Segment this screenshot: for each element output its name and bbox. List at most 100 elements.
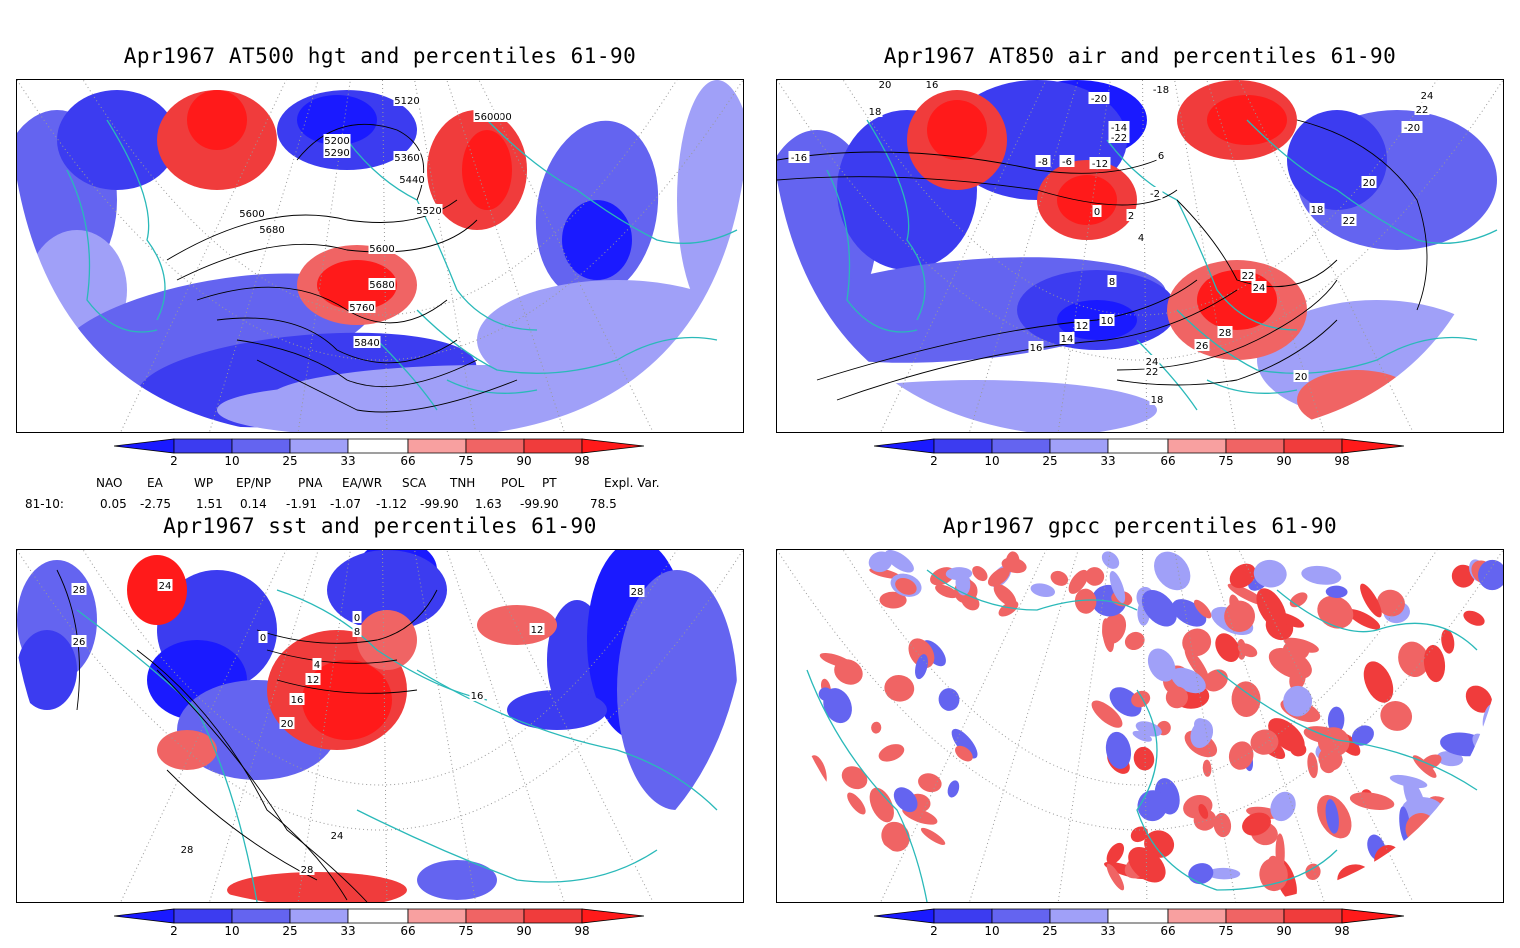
anomaly-blob [1451, 564, 1475, 588]
anomaly-blob [477, 605, 557, 645]
contour-label-bg [1293, 370, 1309, 382]
map-svg-gpcc [777, 550, 1503, 902]
graticule-line [1141, 80, 1148, 432]
contour-label: 5680 [259, 225, 284, 236]
colorbar-segment [231, 438, 291, 454]
anomaly-blob [1154, 551, 1191, 591]
colorbar-segment [1341, 908, 1404, 924]
anomaly-blob [1133, 746, 1155, 771]
index-value: 0.14 [240, 497, 267, 511]
map-bottom-right [776, 549, 1504, 903]
colorbar-tick-label: 98 [1334, 924, 1350, 938]
coastline [1216, 669, 1478, 791]
anomaly-blob [1005, 551, 1020, 572]
contour-label-bg [329, 829, 345, 841]
contour-label-bg [1136, 231, 1146, 243]
colorbar-tick-label: 25 [282, 924, 298, 938]
anomaly-blob [1165, 686, 1188, 709]
contour-label-bg [1074, 319, 1090, 331]
contour-label: 20 [1363, 178, 1376, 189]
anomaly-blob [1182, 628, 1212, 657]
contour-label: 0 [1094, 207, 1100, 218]
anomaly-blob [1347, 609, 1381, 630]
coastline [806, 669, 928, 902]
contour-label: 5120 [394, 96, 419, 107]
anomaly-blob [1144, 830, 1175, 858]
anomaly-blob [1224, 600, 1256, 632]
contour-label-bg [179, 843, 195, 855]
contour-label-bg [1107, 275, 1117, 287]
anomaly-blob [302, 660, 392, 740]
anomaly-blob [987, 567, 1010, 587]
graticule-line [17, 550, 743, 831]
contour-label: 4 [1138, 233, 1144, 244]
contour-label-bg [1240, 269, 1256, 281]
contour-label-bg [393, 94, 421, 106]
contour-label-bg [788, 151, 810, 163]
contour-label: 24 [331, 831, 344, 842]
contour-line [816, 279, 1198, 381]
outside-disk [17, 180, 267, 432]
contour-label: -22 [1111, 133, 1127, 144]
contour-label: 18 [1151, 395, 1164, 406]
anomaly-blob [17, 630, 77, 710]
contour-label: 28 [301, 865, 314, 876]
anomaly-blob [947, 780, 960, 798]
anomaly-blob [972, 565, 988, 582]
coastlines [806, 569, 1478, 902]
coastlines [66, 119, 738, 411]
contour-label-bg [1361, 176, 1377, 188]
colorbar-tick-label: 75 [1218, 454, 1234, 468]
anomaly-blob [1085, 567, 1105, 586]
anomaly-blob [1105, 731, 1132, 769]
anomaly-blob [920, 827, 946, 845]
anomaly-blob [1270, 791, 1296, 822]
contour-label: 22 [1146, 367, 1159, 378]
contour-label: 6 [1158, 151, 1164, 162]
contour-line [156, 669, 368, 902]
graticule-line [968, 80, 1079, 432]
contour-label: 14 [1061, 334, 1074, 345]
graticule-line [777, 550, 1503, 831]
contour-line [1116, 319, 1338, 386]
anomaly-blob [927, 100, 987, 160]
anomaly-blob [1194, 599, 1212, 619]
colorbar-segment [874, 908, 935, 924]
contour-label-bg [1341, 214, 1357, 226]
anomaly-blob [1057, 175, 1117, 225]
anomaly-blob [1237, 643, 1258, 658]
contour-label: 20 [879, 80, 892, 91]
anomaly-blob [1380, 701, 1413, 731]
anomaly-blob [1403, 777, 1426, 819]
anomaly-blob [1206, 867, 1241, 880]
coastlines [826, 119, 1498, 411]
contour-label: 12 [531, 625, 544, 636]
contour-label-bg [279, 717, 295, 729]
graticule-line [1141, 550, 1148, 902]
contour-label-bg [258, 631, 268, 643]
anomaly-blob [878, 744, 905, 762]
coastline [826, 169, 918, 333]
contour-label-bg [352, 625, 362, 637]
anomaly-blob [884, 550, 914, 573]
contour-line [166, 769, 318, 881]
anomaly-blob [1188, 863, 1214, 885]
contour-label-bg [1401, 121, 1423, 133]
anomaly-blob [157, 730, 217, 770]
anomaly-blob [57, 90, 177, 190]
colorbar-tick-label: 33 [340, 924, 356, 938]
contour-label: 20 [281, 719, 294, 730]
anomaly-blob [1351, 725, 1374, 746]
contour-label-bg [323, 146, 351, 158]
graticule [777, 80, 1503, 432]
contour-label-bg [323, 134, 351, 146]
contour-label: 5290 [324, 148, 349, 159]
contour-label-bg [1035, 155, 1051, 167]
colorbar-tick-label: 90 [1276, 924, 1292, 938]
contour-label-bg [71, 635, 87, 647]
contour-label-bg [877, 80, 893, 90]
graticule-line [208, 80, 319, 432]
contour-line [166, 199, 458, 261]
